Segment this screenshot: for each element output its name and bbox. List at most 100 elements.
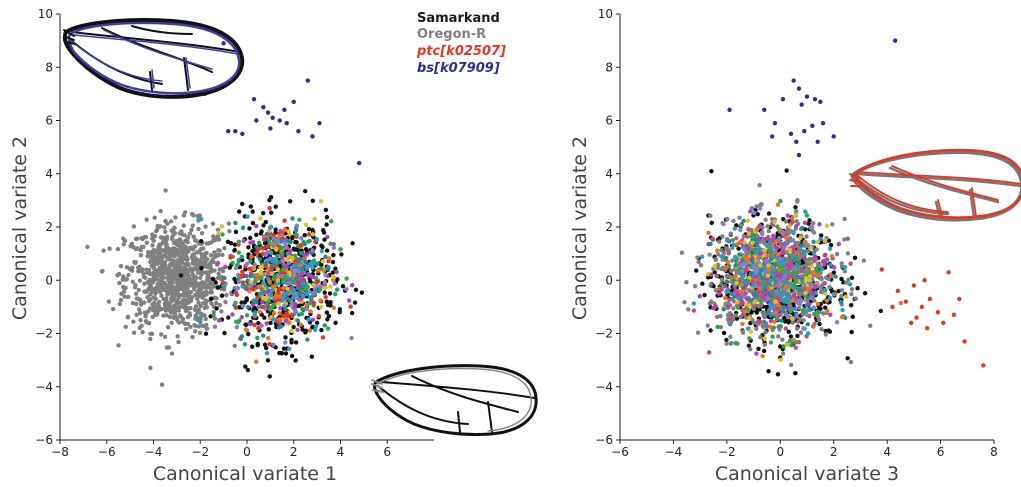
- point-mixed-lines: [310, 291, 315, 296]
- point-mixed-lines: [757, 223, 762, 228]
- point-mixed-lines: [792, 306, 798, 312]
- point-mixed-lines: [261, 280, 266, 285]
- point-oregon-r: [126, 294, 131, 300]
- point-mixed-lines: [765, 273, 771, 278]
- point-oregon-r: [737, 215, 742, 220]
- point-samarkand: [248, 204, 253, 209]
- point-oregon-r: [167, 314, 173, 320]
- point-mixed-lines: [323, 294, 328, 300]
- point-mixed-lines: [280, 297, 286, 302]
- point-oregon-r: [190, 272, 195, 277]
- point-mixed-lines: [790, 254, 796, 259]
- y-tick-label: 10: [38, 7, 53, 21]
- point-oregon-r: [713, 288, 719, 293]
- point-oregon-r: [176, 284, 181, 289]
- y-tick-label: 2: [45, 220, 53, 234]
- point-samarkand: [303, 330, 308, 335]
- point-mixed-lines: [240, 284, 245, 289]
- point-oregon-r: [728, 334, 733, 340]
- point-oregon-r: [211, 234, 216, 239]
- point-oregon-r: [717, 239, 722, 244]
- point-bs-k07909-: [282, 107, 287, 113]
- point-samarkand: [352, 300, 358, 305]
- point-mixed-lines: [331, 305, 337, 310]
- point-samarkand: [709, 220, 714, 226]
- point-mixed-lines: [798, 235, 803, 241]
- point-oregon-r: [160, 240, 166, 246]
- point-mixed-lines: [828, 272, 833, 277]
- point-oregon-r: [718, 313, 723, 319]
- point-oregon-r: [738, 314, 743, 320]
- point-oregon-r: [118, 263, 124, 269]
- point-mixed-lines: [757, 271, 763, 277]
- point-oregon-r: [191, 234, 196, 239]
- point-samarkand: [806, 221, 811, 226]
- point-oregon-r: [144, 217, 149, 222]
- point-mixed-lines: [748, 329, 754, 335]
- point-mixed-lines: [787, 247, 793, 253]
- point-oregon-r: [227, 229, 232, 234]
- point-oregon-r: [179, 300, 184, 305]
- point-mixed-lines: [243, 327, 249, 332]
- point-oregon-r: [145, 270, 150, 275]
- point-oregon-r: [185, 235, 191, 240]
- point-oregon-r: [187, 290, 192, 295]
- point-oregon-r: [117, 280, 122, 286]
- point-mixed-lines: [768, 324, 773, 329]
- point-mixed-lines: [799, 298, 804, 304]
- point-samarkand: [239, 300, 244, 305]
- point-mixed-lines: [765, 311, 771, 316]
- point-oregon-r: [749, 206, 755, 211]
- point-bs-k07909-: [892, 38, 898, 43]
- point-mixed-lines: [780, 229, 786, 235]
- point-mixed-lines: [754, 242, 759, 247]
- point-mixed-lines: [773, 268, 779, 273]
- point-oregon-r: [204, 257, 210, 262]
- point-oregon-r: [757, 183, 762, 188]
- point-mixed-lines: [776, 302, 781, 307]
- point-mixed-lines: [836, 241, 842, 247]
- point-oregon-r: [164, 345, 170, 350]
- point-oregon-r: [141, 274, 147, 280]
- point-mixed-lines: [848, 261, 853, 266]
- point-oregon-r: [216, 247, 221, 253]
- point-mixed-lines: [284, 257, 290, 262]
- point-mixed-lines: [287, 232, 292, 237]
- point-mixed-lines: [334, 269, 339, 275]
- point-samarkand: [849, 275, 855, 281]
- point-mixed-lines: [732, 226, 737, 231]
- point-mixed-lines: [721, 307, 726, 312]
- point-bs-k07909-: [226, 128, 231, 134]
- point-oregon-r: [168, 282, 174, 288]
- point-oregon-r: [834, 251, 840, 257]
- point-bs-k07909-: [788, 131, 794, 137]
- point-mixed-lines: [797, 287, 802, 293]
- point-mixed-lines: [276, 290, 281, 296]
- point-mixed-lines: [237, 279, 242, 285]
- point-oregon-r: [143, 314, 148, 319]
- point-oregon-r: [138, 247, 143, 253]
- point-oregon-r: [169, 351, 175, 356]
- point-mixed-lines: [305, 264, 310, 270]
- point-samarkand: [265, 358, 271, 363]
- point-samarkand: [243, 364, 248, 369]
- point-mixed-lines: [248, 273, 254, 279]
- point-oregon-r: [177, 244, 183, 249]
- point-samarkand: [304, 247, 309, 253]
- point-oregon-r: [181, 304, 186, 310]
- point-samarkand: [335, 277, 340, 282]
- point-oregon-r: [182, 210, 188, 215]
- point-oregon-r: [173, 263, 178, 268]
- point-oregon-r: [731, 218, 736, 224]
- point-oregon-r: [783, 219, 789, 224]
- x-tick-label: 6: [383, 445, 391, 459]
- point-mixed-lines: [791, 270, 796, 275]
- point-samarkand: [333, 266, 338, 271]
- point-mixed-lines: [778, 323, 783, 329]
- point-oregon-r: [99, 269, 105, 274]
- point-mixed-lines: [770, 244, 776, 250]
- point-mixed-lines: [277, 294, 282, 300]
- point-mixed-lines: [750, 240, 755, 245]
- point-mixed-lines: [294, 223, 300, 228]
- point-mixed-lines: [239, 254, 244, 259]
